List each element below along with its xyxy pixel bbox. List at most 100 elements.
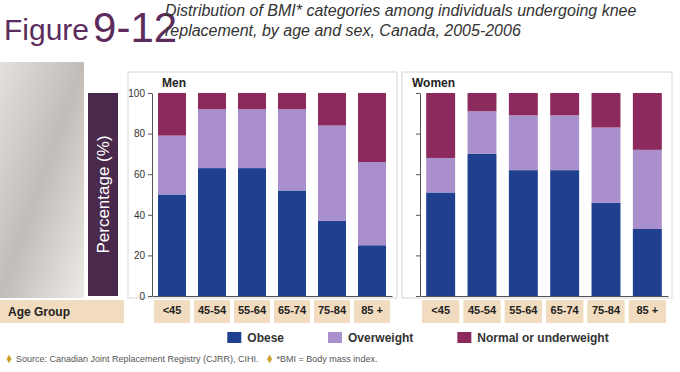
tick: <45 [431, 304, 450, 316]
tick-label: 75-84 [318, 304, 347, 316]
bar-segment [426, 93, 455, 158]
tick-label: 0 [139, 291, 145, 302]
tick: 40 [134, 210, 152, 221]
bar-segment [633, 150, 662, 229]
tick [416, 255, 420, 256]
bars [426, 93, 662, 296]
tick-label: 40 [134, 210, 146, 221]
bullet-diamond [6, 355, 11, 364]
bar-segment [238, 93, 266, 109]
bar-segment [550, 115, 579, 170]
tick: 55-64 [509, 304, 538, 316]
axis-domain [152, 94, 153, 297]
axis-domain [420, 94, 421, 297]
tick: 65-74 [551, 304, 580, 316]
legend-item: Normal or underweight [457, 331, 608, 345]
ylabel-strip [88, 93, 118, 296]
bar-segment [238, 168, 266, 296]
bar-segment [198, 93, 226, 109]
tick-mark [416, 215, 420, 216]
tick [416, 296, 420, 297]
bar-segment [198, 168, 226, 296]
tick: 100 [128, 88, 152, 99]
tick: 80 [134, 128, 152, 139]
axis-domain [421, 296, 669, 297]
tick-label: 60 [134, 169, 146, 180]
figure-title: Distribution of BMI* categories among in… [165, 2, 636, 39]
footnote: *BMI = Body mass index. [277, 354, 378, 364]
bar-segment [592, 203, 621, 296]
panel: Women <45 45-54 55-64 65-74 75-84 85 + [402, 72, 672, 323]
panel: Men020406080100<4545-5455-6465-7475-8485… [128, 72, 397, 323]
bar-segment [468, 111, 497, 154]
tick-label: 55-64 [509, 304, 538, 316]
label-cell [234, 300, 270, 323]
tick-mark [416, 93, 420, 94]
tick [416, 134, 420, 135]
tick: 45-54 [468, 304, 497, 316]
panel-title: Women [412, 76, 455, 90]
bar-segment [358, 162, 386, 245]
legend-swatch [457, 332, 471, 343]
bar-segment [592, 128, 621, 203]
bar-segment [550, 93, 579, 115]
bar-segment [158, 93, 186, 136]
figure-label: Figure [4, 13, 89, 46]
panel-title: Men [162, 76, 186, 90]
bar-segment [238, 109, 266, 168]
tick-label: 55-64 [238, 304, 267, 316]
bar-segment [592, 93, 621, 128]
panel-frame [402, 72, 672, 298]
bar-segment [278, 190, 306, 296]
bar-segment [278, 93, 306, 109]
tick-label: 65-74 [278, 304, 307, 316]
label-cell [0, 300, 124, 323]
bar-segment [509, 170, 538, 296]
tick: 0 [139, 291, 152, 302]
bar-segment [278, 109, 306, 190]
tick-label: 85 + [636, 304, 658, 316]
label-cell [314, 300, 350, 323]
bar-segment [468, 154, 497, 296]
legend-label: Normal or underweight [477, 331, 608, 345]
tick-mark [416, 255, 420, 256]
legend-label: Overweight [348, 331, 413, 345]
bar-segment [633, 93, 662, 150]
bar-segment [158, 195, 186, 297]
tick-label: 45-54 [468, 304, 497, 316]
legend-swatch [328, 332, 342, 343]
tick-label: 20 [134, 250, 146, 261]
label-cell [463, 300, 500, 323]
y-axis: 0 20 40 60 80 100 [128, 88, 152, 302]
tick: 85 + [636, 304, 658, 316]
legend-swatch [227, 332, 241, 343]
label-cell [505, 300, 542, 323]
label-cell [422, 300, 459, 323]
tick-mark [148, 93, 152, 94]
x-axis-title: Age Group [8, 305, 70, 319]
label-cell [546, 300, 583, 323]
tick-mark [148, 215, 152, 216]
legend-item: Overweight [328, 331, 413, 345]
tick [416, 215, 420, 216]
tick: 65-74 [278, 304, 307, 316]
label-cell [587, 300, 624, 323]
tick-mark [416, 296, 420, 297]
bars [158, 93, 386, 296]
tick-label: 65-74 [551, 304, 580, 316]
tick-mark [416, 134, 420, 135]
tick [416, 93, 420, 94]
tick: 75-84 [592, 304, 621, 316]
bar-segment [550, 170, 579, 296]
tick-label: 80 [134, 128, 146, 139]
y-axis [416, 94, 421, 297]
tick-label: 100 [128, 88, 145, 99]
tick-mark [416, 174, 420, 175]
axis-domain [153, 296, 393, 297]
tick-label: 45-54 [198, 304, 227, 316]
tick-mark [148, 134, 152, 135]
x-axis: <4545-5455-6465-7475-8485 + [153, 297, 393, 316]
label-cell [154, 300, 190, 323]
bar-segment [633, 229, 662, 296]
figure: Figure9-12Distribution of BMI* categorie… [0, 0, 680, 372]
